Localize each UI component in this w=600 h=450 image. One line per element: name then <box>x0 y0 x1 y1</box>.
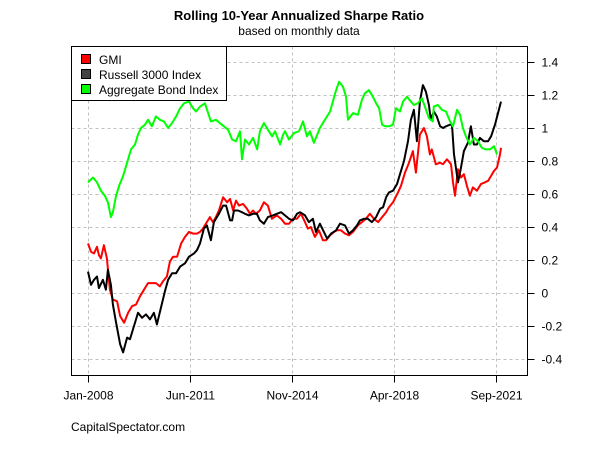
legend-swatch <box>81 54 91 64</box>
x-tick-label: Nov-2014 <box>266 389 318 403</box>
chart-subtitle: based on monthly data <box>238 24 360 38</box>
y-tick-label: 0.2 <box>542 254 559 268</box>
series-line-aggregate-bond-index <box>87 80 498 219</box>
x-tick-label: Sep-2021 <box>470 389 522 403</box>
y-tick-label: 1 <box>542 122 549 136</box>
y-tick-label: 0.6 <box>542 188 559 202</box>
y-tick-label: -0.2 <box>542 320 563 334</box>
legend-swatch <box>81 84 91 94</box>
y-tick-label: 0.8 <box>542 155 559 169</box>
x-tick-label: Apr-2018 <box>370 389 420 403</box>
legend-swatch <box>81 69 91 79</box>
y-tick-label: -0.4 <box>542 353 563 367</box>
legend-box <box>71 46 227 101</box>
legend-label: Russell 3000 Index <box>99 68 201 82</box>
legend-label: Aggregate Bond Index <box>99 83 218 97</box>
y-tick-label: 1.2 <box>542 89 559 103</box>
chart-title: Rolling 10-Year Annualized Sharpe Ratio <box>174 8 424 23</box>
y-tick-label: 0 <box>542 287 549 301</box>
x-axis: Jan-2008 Jun-2011 Nov-2014 Apr-2018 Sep-2021 <box>63 375 523 403</box>
x-tick-label: Jun-2011 <box>166 389 215 403</box>
y-axis: -0.4 -0.2 0 0.2 0.4 0.6 0.8 1 1.2 1.4 <box>527 56 563 367</box>
source-credit: CapitalSpectator.com <box>71 420 185 434</box>
series-lines <box>87 80 502 354</box>
y-tick-label: 0.4 <box>542 221 559 235</box>
series-line-russell-3000-index <box>87 84 502 354</box>
y-tick-label: 1.4 <box>542 56 559 70</box>
x-tick-label: Jan-2008 <box>63 389 113 403</box>
legend-label: GMI <box>99 53 122 67</box>
